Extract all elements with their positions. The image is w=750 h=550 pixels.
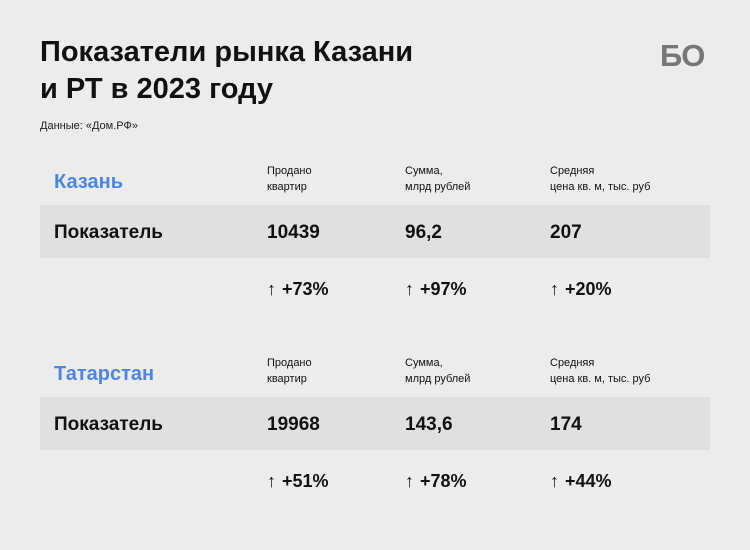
table-row: Показатель 19968 143,6 174 xyxy=(40,397,710,450)
change-row: ↑ +73% ↑ +97% ↑ +20% xyxy=(40,258,710,318)
column-header-line: цена кв. м, тыс. руб xyxy=(550,181,651,193)
arrow-up-icon: ↑ xyxy=(550,279,559,299)
row-label: Показатель xyxy=(54,222,163,243)
change-value: +20% xyxy=(565,279,612,299)
region-title: Татарстан xyxy=(54,363,155,385)
column-header-line: млрд рублей xyxy=(405,373,471,385)
change-price: ↑ +44% xyxy=(550,471,612,492)
page-title: Показатели рынка Казани и РТ в 2023 году xyxy=(40,34,600,108)
arrow-up-icon: ↑ xyxy=(267,279,276,299)
change-value: +44% xyxy=(565,471,612,491)
change-sold: ↑ +51% xyxy=(267,471,329,492)
column-header-sold: Продано квартир xyxy=(267,355,427,387)
value-sold: 10439 xyxy=(267,222,320,243)
change-value: +78% xyxy=(420,471,467,491)
column-header-line: Сумма, xyxy=(405,357,443,369)
value-sum: 143,6 xyxy=(405,414,453,435)
value-sum: 96,2 xyxy=(405,222,442,243)
column-header-sum: Сумма, млрд рублей xyxy=(405,163,565,195)
column-header-line: цена кв. м, тыс. руб xyxy=(550,373,651,385)
arrow-up-icon: ↑ xyxy=(550,471,559,491)
section-header: Татарстан Продано квартир Сумма, млрд ру… xyxy=(40,347,710,397)
change-value: +51% xyxy=(282,471,329,491)
column-header-price: Средняя цена кв. м, тыс. руб xyxy=(550,163,710,195)
column-header-price: Средняя цена кв. м, тыс. руб xyxy=(550,355,710,387)
section-header: Казань Продано квартир Сумма, млрд рубле… xyxy=(40,155,710,205)
column-header-line: Сумма, xyxy=(405,165,443,177)
value-price: 207 xyxy=(550,222,582,243)
change-sum: ↑ +78% xyxy=(405,471,467,492)
section-tatarstan: Татарстан Продано квартир Сумма, млрд ру… xyxy=(40,347,710,510)
logo: БО xyxy=(660,38,705,73)
row-label: Показатель xyxy=(54,414,163,435)
arrow-up-icon: ↑ xyxy=(405,279,414,299)
change-row: ↑ +51% ↑ +78% ↑ +44% xyxy=(40,450,710,510)
region-title: Казань xyxy=(54,171,123,193)
change-value: +73% xyxy=(282,279,329,299)
column-header-line: Средняя xyxy=(550,165,595,177)
table-row: Показатель 10439 96,2 207 xyxy=(40,205,710,258)
arrow-up-icon: ↑ xyxy=(405,471,414,491)
column-header-line: Средняя xyxy=(550,357,595,369)
column-header-sum: Сумма, млрд рублей xyxy=(405,355,565,387)
title-line-1: Показатели рынка Казани xyxy=(40,36,414,68)
source-note: Данные: «Дом.РФ» xyxy=(40,120,138,132)
change-value: +97% xyxy=(420,279,467,299)
title-line-2: и РТ в 2023 году xyxy=(40,73,273,105)
column-header-line: квартир xyxy=(267,181,307,193)
value-sold: 19968 xyxy=(267,414,320,435)
arrow-up-icon: ↑ xyxy=(267,471,276,491)
change-sum: ↑ +97% xyxy=(405,279,467,300)
column-header-line: квартир xyxy=(267,373,307,385)
section-kazan: Казань Продано квартир Сумма, млрд рубле… xyxy=(40,155,710,318)
change-price: ↑ +20% xyxy=(550,279,612,300)
column-header-sold: Продано квартир xyxy=(267,163,427,195)
value-price: 174 xyxy=(550,414,582,435)
change-sold: ↑ +73% xyxy=(267,279,329,300)
column-header-line: Продано xyxy=(267,357,312,369)
column-header-line: млрд рублей xyxy=(405,181,471,193)
column-header-line: Продано xyxy=(267,165,312,177)
